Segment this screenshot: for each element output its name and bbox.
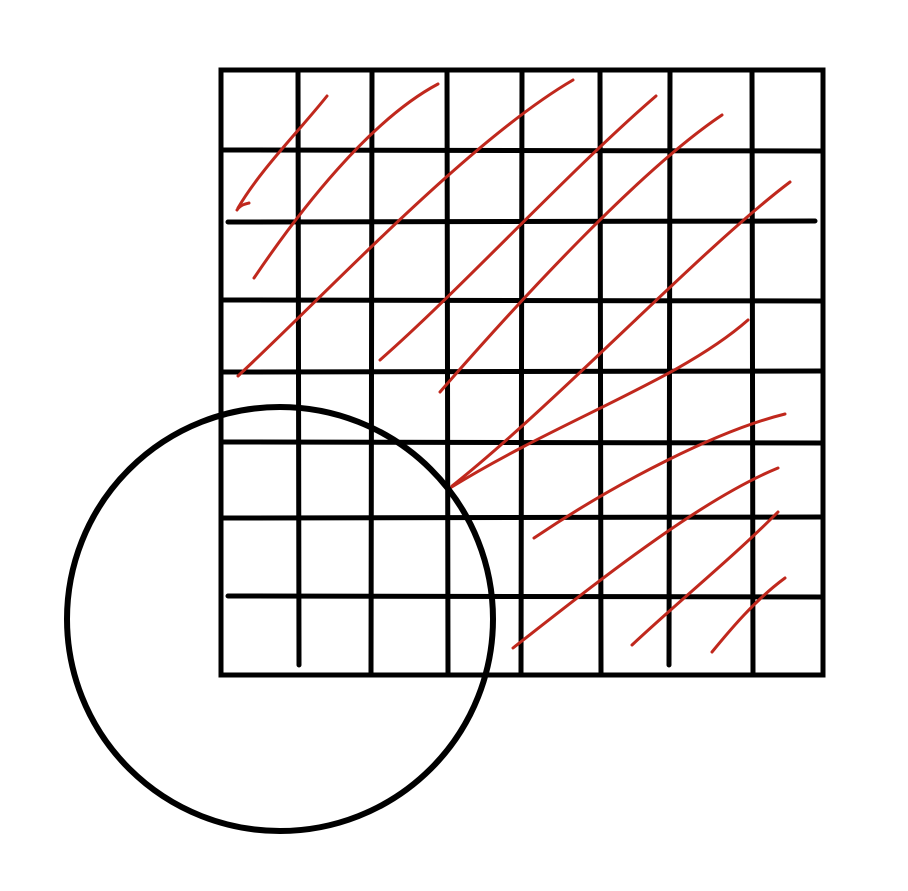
grid-horizontal-line <box>218 147 826 154</box>
grid-horizontal-line <box>218 439 826 446</box>
grid <box>218 67 826 678</box>
circle-group <box>64 404 496 834</box>
hatching <box>235 78 792 654</box>
hatch-stroke <box>630 510 780 647</box>
hatch-stroke <box>450 180 792 488</box>
hatch-stroke <box>710 576 787 654</box>
grid-vertical-line <box>295 67 302 668</box>
circle <box>64 404 496 834</box>
grid-horizontal-line <box>225 218 818 225</box>
hatch-stroke <box>532 412 787 540</box>
grid-horizontal-line <box>225 593 826 600</box>
hatch-stroke <box>235 201 251 212</box>
hatch-stroke <box>511 466 780 650</box>
grid-vertical-line <box>666 67 673 668</box>
hatch-stroke <box>236 94 329 210</box>
grid-horizontal-line <box>218 368 826 375</box>
hatch-stroke <box>438 113 724 394</box>
hatch-stroke <box>252 82 440 280</box>
hatch-stroke <box>448 318 750 490</box>
hatch-stroke <box>378 94 658 362</box>
hatch-stroke <box>236 78 575 378</box>
grid-horizontal-line <box>218 514 826 521</box>
